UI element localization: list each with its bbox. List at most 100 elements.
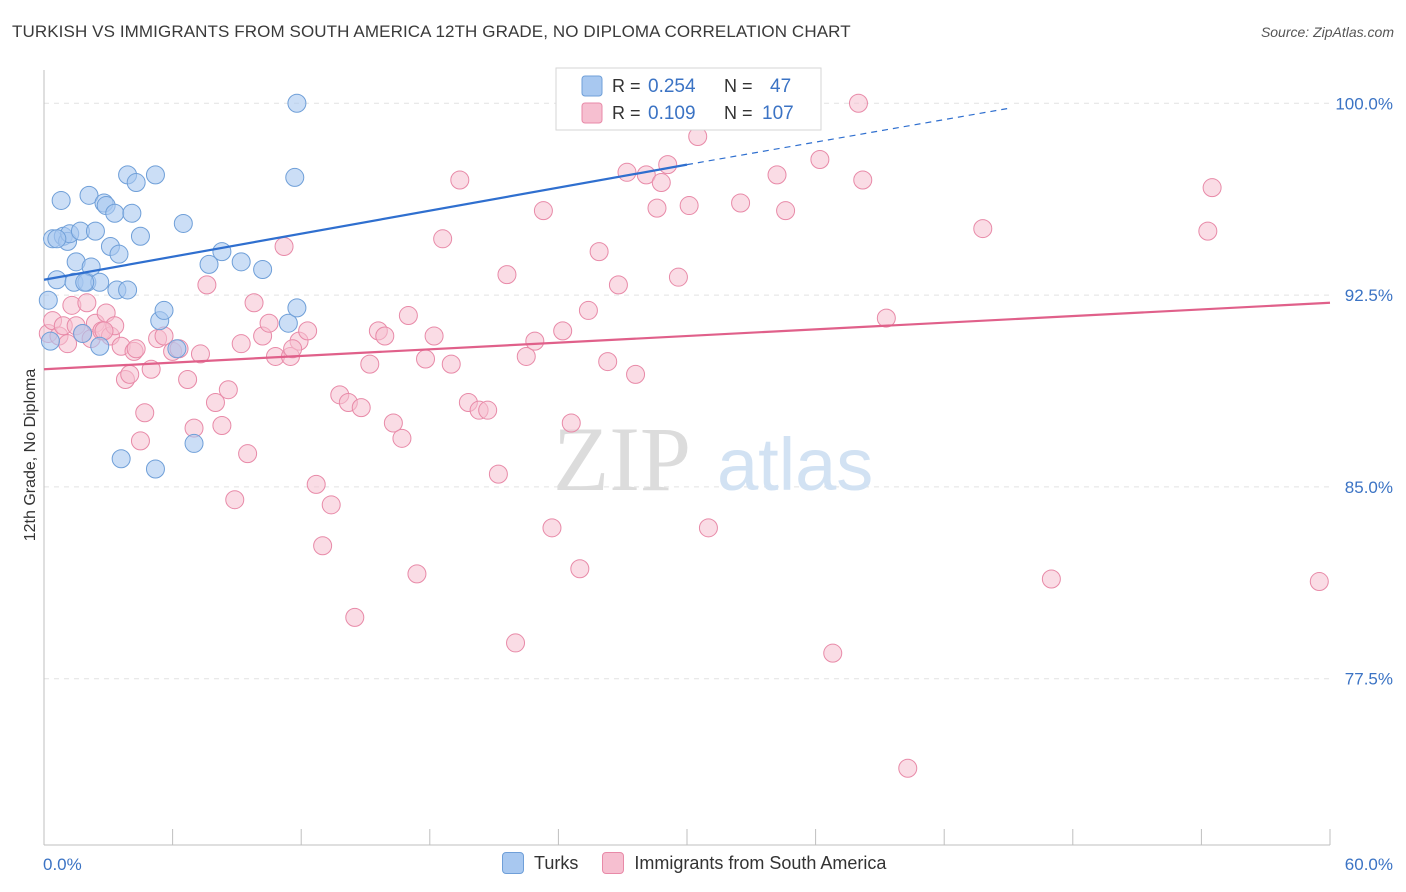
point-south-america-93 [823,643,843,663]
point-south-america-26 [178,369,198,389]
point-south-america-59 [424,326,444,346]
watermark: ZIP atlas [553,408,873,510]
point-south-america-54 [383,413,403,433]
point-south-america-74 [561,413,581,433]
point-south-america-20 [135,403,155,423]
point-south-america-46 [321,495,341,515]
point-south-america-86 [679,196,699,216]
point-turks-3 [47,270,67,290]
point-south-america-96 [876,308,896,328]
y-tick-label-2: 92.5% [1345,286,1393,305]
point-turks-29 [154,300,174,320]
point-turks-31 [173,213,193,233]
point-south-america-36 [244,293,264,313]
point-south-america-95 [853,170,873,190]
point-turks-0 [38,290,58,310]
y-tick-labels: 77.5% 85.0% 92.5% 100.0% [1335,94,1393,688]
legend-n-value-sa: 107 [762,103,794,124]
point-turks-15 [85,221,105,241]
point-turks-22 [109,244,129,264]
point-south-america-72 [542,518,562,538]
point-turks-43 [90,336,110,356]
point-south-america-99 [1041,569,1061,589]
legend-swatch-sa-bottom [602,852,625,874]
point-south-america-45 [313,536,333,556]
chart-title: TURKISH VS IMMIGRANTS FROM SOUTH AMERICA… [12,22,851,41]
point-south-america-56 [398,306,418,326]
point-south-america-76 [578,300,598,320]
y-tick-label-0: 77.5% [1345,670,1393,689]
point-turks-39 [285,167,305,187]
point-turks-32 [184,433,204,453]
x-tick-labels: 0.0% 60.0% [43,855,1393,874]
point-south-america-77 [589,242,609,262]
point-south-america-29 [197,275,217,295]
point-turks-13 [79,185,99,205]
axes [43,70,1331,846]
point-south-america-43 [298,321,318,341]
point-turks-38 [287,93,307,113]
point-south-america-53 [375,326,395,346]
point-turks-37 [278,313,298,333]
point-south-america-17 [120,364,140,384]
point-south-america-102 [1309,572,1329,592]
point-turks-33 [199,254,219,274]
point-turks-45 [75,272,95,292]
point-south-america-40 [274,236,294,256]
south-america-points [38,93,1329,778]
watermark-atlas: atlas [717,423,873,506]
point-south-america-101 [1202,178,1222,198]
bottom-legend: Turks Immigrants from South America [502,852,910,874]
point-south-america-60 [433,229,453,249]
point-south-america-88 [698,518,718,538]
point-south-america-33 [225,490,245,510]
point-turks-25 [126,173,146,193]
point-turks-30 [167,339,187,359]
legend-n-value-turks: 47 [770,76,791,97]
source-label: Source: ZipAtlas.com [1260,24,1394,40]
point-south-america-19 [130,431,150,451]
point-south-america-85 [668,267,688,287]
point-south-america-35 [238,444,258,464]
legend-r-label-sa: R = [612,103,641,123]
point-south-america-61 [441,354,461,374]
point-south-america-28 [190,344,210,364]
point-south-america-79 [608,275,628,295]
point-south-america-71 [533,201,553,221]
x-tick-label-max: 60.0% [1345,855,1393,874]
point-south-america-78 [598,352,618,372]
point-south-america-70 [525,331,545,351]
legend-swatch-turks-bottom [502,852,524,874]
point-south-america-69 [516,346,536,366]
legend-r-label-turks: R = [612,76,641,96]
point-turks-27 [145,165,165,185]
point-turks-46 [118,280,138,300]
point-south-america-98 [973,219,993,239]
point-turks-44 [47,229,67,249]
point-south-america-73 [553,321,573,341]
legend-swatch-sa [581,102,603,124]
legend-item-south-america[interactable]: Immigrants from South America [602,852,886,874]
point-turks-1 [40,331,60,351]
point-south-america-81 [626,364,646,384]
point-south-america-106 [651,173,671,193]
point-south-america-31 [212,416,232,436]
point-south-america-90 [767,165,787,185]
point-south-america-34 [231,334,251,354]
point-turks-26 [130,226,150,246]
point-south-america-105 [283,339,303,359]
point-turks-40 [287,298,307,318]
point-south-america-50 [351,398,371,418]
point-turks-42 [145,459,165,479]
legend-swatch-turks [581,75,603,97]
point-south-america-4 [58,334,78,354]
point-south-america-62 [450,170,470,190]
point-south-america-44 [306,474,326,494]
trend-lines [43,107,1331,371]
legend-r-value-turks: 0.254 [648,76,696,97]
point-south-america-89 [731,193,751,213]
legend-item-turks[interactable]: Turks [502,852,578,874]
point-turks-35 [231,252,251,272]
point-south-america-49 [345,607,365,627]
